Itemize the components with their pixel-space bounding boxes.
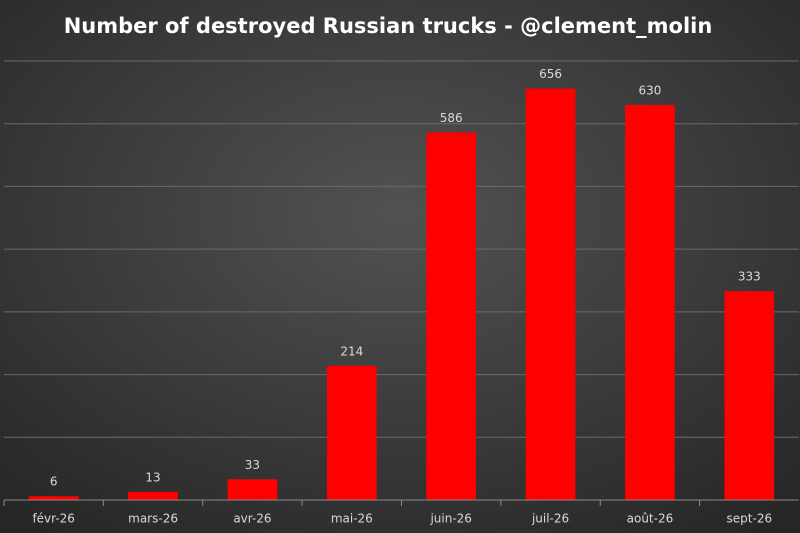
x-tick-label: août-26	[627, 512, 674, 526]
bar	[724, 291, 775, 500]
bar	[625, 104, 675, 501]
chart-title: Number of destroyed Russian trucks - @cl…	[64, 14, 713, 38]
bar	[28, 496, 79, 500]
x-tick-label: juil-26	[531, 512, 569, 526]
value-label: 214	[340, 344, 363, 358]
value-label: 656	[539, 67, 562, 81]
bar	[326, 365, 377, 500]
x-tick-label: sept-26	[727, 512, 773, 526]
value-label: 33	[245, 458, 260, 472]
bar	[128, 491, 178, 500]
value-label: 630	[638, 83, 661, 97]
bar	[426, 132, 477, 500]
value-label: 333	[738, 270, 761, 284]
x-tick-label: mai-26	[331, 512, 373, 526]
bar	[525, 88, 576, 500]
bar	[227, 479, 278, 500]
x-tick-label: avr-26	[233, 512, 271, 526]
x-tick-label: févr-26	[32, 512, 74, 526]
value-label: 13	[145, 470, 160, 484]
x-tick-label: mars-26	[128, 512, 178, 526]
value-label: 586	[440, 111, 463, 125]
value-label: 6	[50, 475, 58, 489]
x-tick-label: juin-26	[429, 512, 471, 526]
